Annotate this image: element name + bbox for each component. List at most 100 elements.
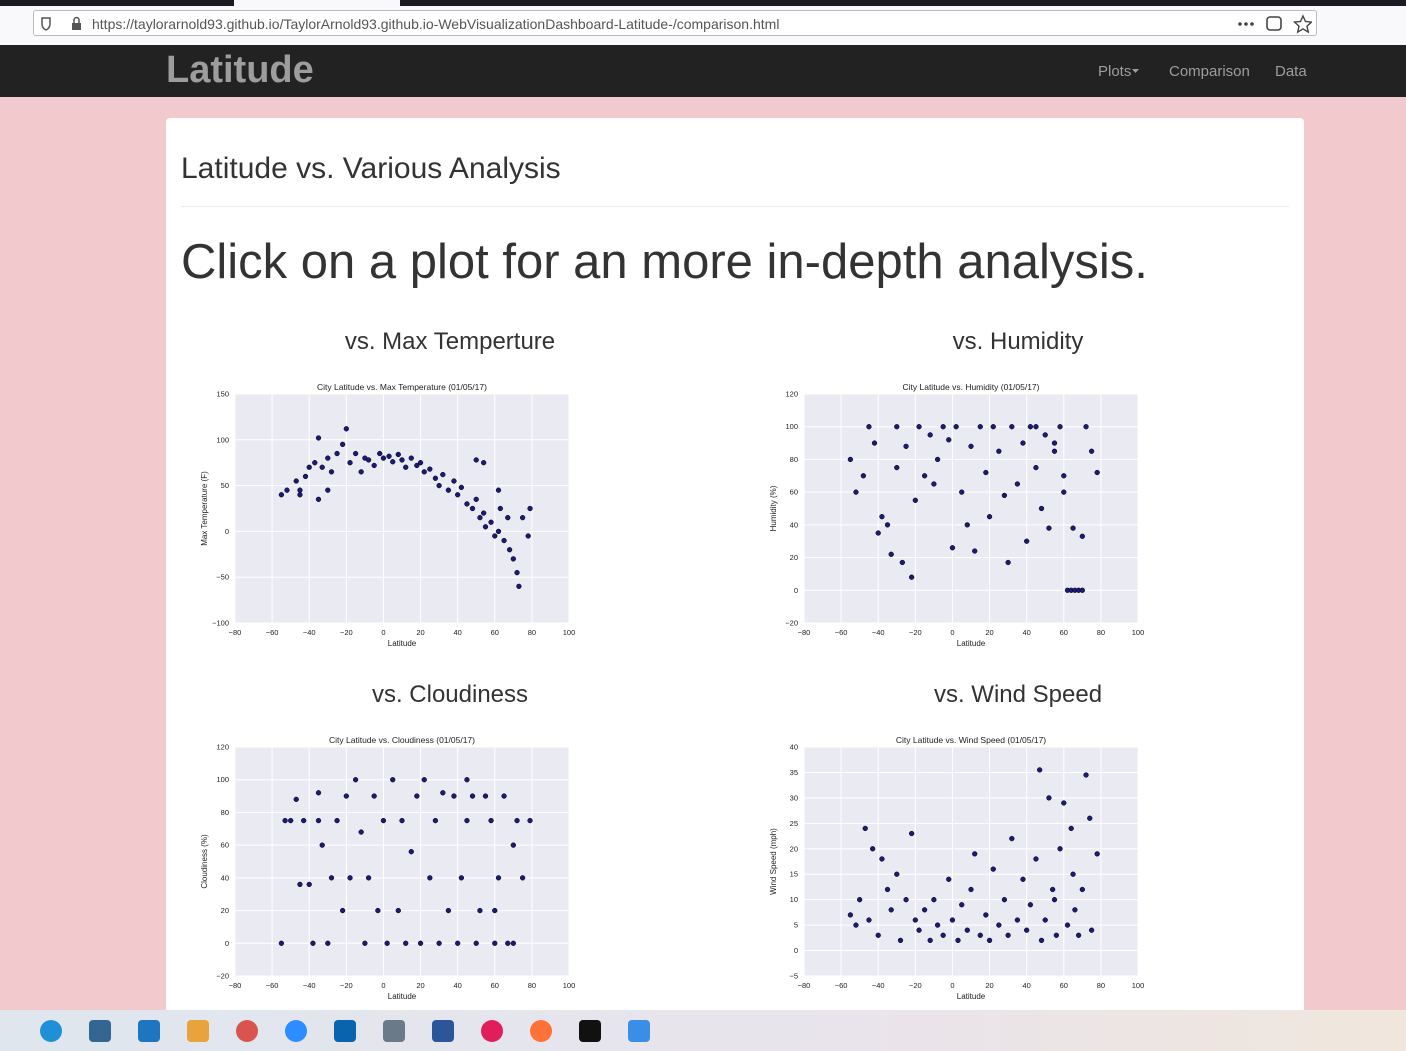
y-tick-label: 5 (794, 921, 798, 930)
x-tick-label: 100 (1132, 628, 1145, 637)
scatter-point (421, 469, 427, 475)
scatter-point (1094, 851, 1100, 857)
x-tick-label: 80 (1097, 628, 1105, 637)
scatter-point (306, 881, 312, 888)
nav-comparison[interactable]: Comparison (1169, 63, 1250, 80)
scatter-point (884, 886, 891, 893)
x-tick-label: 100 (563, 628, 576, 637)
scatter-point (912, 917, 918, 923)
taskbar-icon[interactable] (187, 1020, 209, 1042)
plot[interactable]: −80 −60 −40 −20 0 20 40 60 80 100 −20 0 20 40 60 80 100 1… (195, 728, 585, 1008)
scatter-point (847, 912, 854, 918)
scatter-point (365, 457, 372, 463)
scatter-point (288, 817, 294, 824)
scatter-point (1042, 917, 1048, 923)
scatter-point (1079, 587, 1085, 593)
scatter-point (445, 487, 452, 493)
nav-data[interactable]: Data (1275, 63, 1307, 80)
y-tick-label: 80 (221, 808, 229, 817)
taskbar-icon[interactable] (530, 1020, 552, 1042)
scatter-point (1083, 772, 1089, 778)
scatter-point (977, 424, 983, 430)
x-tick-label: 0 (950, 628, 954, 637)
taskbar-icon[interactable] (89, 1020, 111, 1042)
x-tick-label: 60 (491, 981, 499, 990)
taskbar-icon[interactable] (285, 1020, 307, 1042)
scatter-point (371, 462, 377, 469)
toolbar-icons[interactable] (1236, 14, 1312, 34)
taskbar-icon[interactable] (579, 1020, 601, 1042)
scatter-point (1033, 464, 1039, 471)
y-axis-label: Max Temperature (F) (200, 471, 209, 546)
scatter-point (1009, 835, 1015, 842)
scatter-point (325, 487, 331, 493)
scatter-point (492, 940, 498, 946)
scatter-point (408, 455, 414, 461)
scatter-point (1070, 525, 1076, 531)
taskbar-icon[interactable] (138, 1020, 160, 1042)
scatter-point (1088, 448, 1095, 454)
x-tick-label: 20 (416, 628, 424, 637)
scatter-point (510, 940, 516, 946)
y-tick-label: 60 (221, 841, 229, 850)
y-tick-label: 40 (790, 743, 798, 752)
y-tick-label: −20 (785, 619, 798, 628)
x-axis-label: Latitude (957, 992, 986, 1001)
taskbar-icon[interactable] (236, 1020, 258, 1042)
scatter-point (451, 478, 457, 484)
x-tick-label: −40 (303, 981, 316, 990)
scatter-point (934, 922, 941, 928)
scatter-point (857, 897, 863, 903)
taskbar-icon[interactable] (432, 1020, 454, 1042)
scatter-point (1014, 917, 1021, 923)
x-tick-label: 60 (491, 628, 499, 637)
y-tick-label: 0 (225, 527, 229, 536)
scatter-point (315, 435, 322, 441)
plot-area (235, 394, 569, 623)
taskbar-icon[interactable] (481, 1020, 503, 1042)
y-tick-label: 50 (221, 481, 229, 490)
plot[interactable]: −80 −60 −40 −20 0 20 40 60 80 100 −5 0 5 10 15 20 25 30 35… (764, 728, 1154, 1008)
scatter-point (525, 533, 531, 539)
scatter-point (1020, 876, 1026, 882)
y-tick-label: 0 (225, 939, 229, 948)
active-tab[interactable] (234, 0, 400, 6)
scatter-point (399, 817, 405, 824)
scatter-point (458, 875, 465, 881)
chart-title: City Latitude vs. Wind Speed (01/05/17) (896, 735, 1046, 745)
scatter-point (473, 457, 479, 463)
plot-area (804, 747, 1138, 976)
y-tick-label: 40 (221, 873, 229, 882)
taskbar-icon[interactable] (628, 1020, 650, 1042)
scatter-point (990, 866, 996, 872)
scatter-point (1057, 846, 1063, 852)
x-tick-label: 0 (381, 981, 385, 990)
taskbar-icon[interactable] (334, 1020, 356, 1042)
scatter-point (417, 940, 424, 946)
nav-plots[interactable]: Plots (1098, 63, 1132, 80)
plot[interactable]: −80 −60 −40 −20 0 20 40 60 80 100 −20 0 20 40 60 80 100 1… (764, 375, 1154, 655)
y-tick-label: 120 (785, 390, 798, 399)
scatter-point (505, 515, 511, 521)
scatter-point (306, 464, 312, 470)
address-bar[interactable] (33, 10, 1317, 36)
scatter-point (875, 932, 881, 938)
taskbar-icon[interactable] (383, 1020, 405, 1042)
scatter-point (343, 426, 349, 432)
scatter-point (469, 505, 476, 512)
taskbar-icon[interactable] (40, 1020, 62, 1042)
scatter-point (297, 487, 303, 493)
scatter-point (1053, 932, 1060, 938)
scatter-point (884, 522, 891, 528)
y-axis-label: Cloudiness (%) (200, 834, 209, 889)
x-tick-label: −20 (909, 628, 922, 637)
plot[interactable]: −80 −60 −40 −20 0 20 40 60 80 100 −100 −50 0 50 100 150… (195, 375, 585, 655)
y-tick-label: 20 (790, 844, 798, 853)
brand[interactable]: Latitude (166, 49, 314, 91)
scatter-point (934, 456, 941, 463)
scatter-point (480, 510, 487, 516)
x-tick-label: 80 (528, 981, 536, 990)
scatter-point (488, 519, 494, 525)
scatter-point (362, 940, 368, 946)
scatter-point (1027, 424, 1034, 430)
